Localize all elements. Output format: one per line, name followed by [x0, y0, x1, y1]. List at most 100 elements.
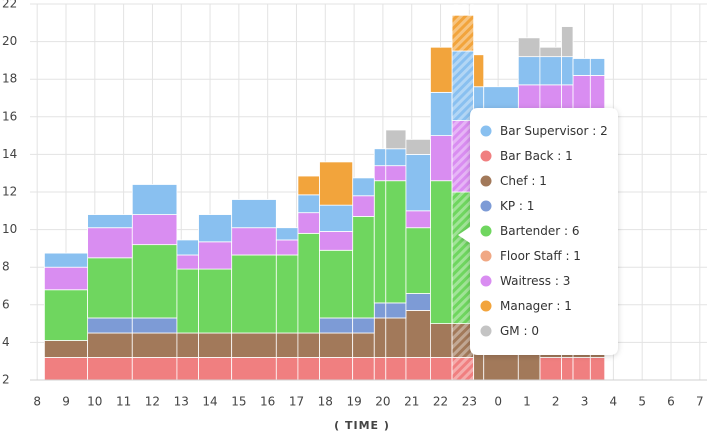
bar-segment	[44, 340, 89, 358]
bar-segment	[373, 165, 387, 182]
bar-segment	[430, 323, 453, 358]
bar-segment	[385, 317, 407, 358]
tooltip-sep: :	[562, 249, 574, 263]
tooltip-name: KP	[500, 199, 515, 213]
bar-segment	[131, 214, 178, 246]
bar-segment	[385, 357, 407, 381]
tooltip-item: Chef : 1	[500, 174, 547, 188]
x-tick-label: 20	[375, 395, 390, 409]
bar-segment	[44, 266, 89, 291]
tooltip-item: KP : 1	[500, 199, 534, 213]
tooltip-value: 3	[563, 274, 571, 288]
bar-segment	[405, 153, 431, 212]
bar-segment	[131, 317, 178, 334]
bar-segment	[561, 56, 574, 86]
bar-segment	[176, 254, 199, 270]
bar-segment	[405, 310, 431, 358]
bar-segment	[198, 241, 233, 270]
bar-segment	[539, 357, 562, 381]
bar-segment	[405, 293, 431, 311]
x-tick-label: 18	[318, 395, 333, 409]
bar-segment	[385, 165, 407, 182]
y-tick-label: 20	[2, 34, 17, 48]
bar-segment	[319, 332, 354, 358]
y-tick-label: 18	[2, 72, 17, 86]
bar-segment	[297, 232, 320, 334]
tooltip-item: Bar Back : 1	[500, 149, 573, 163]
y-tick-label: 2	[2, 373, 10, 387]
bar-segment	[517, 37, 541, 58]
x-tick-label: 4	[610, 395, 618, 409]
hover-highlight	[452, 4, 474, 380]
tooltip-value: 6	[572, 224, 580, 238]
tooltip-dot	[480, 175, 492, 187]
bar-segment	[373, 180, 387, 304]
bar-segment	[275, 357, 299, 381]
bar-segment	[385, 148, 407, 167]
bar-segment	[572, 58, 591, 76]
tooltip-name: Waitress	[500, 274, 551, 288]
bar-segment	[352, 216, 375, 319]
bar-segment	[87, 357, 133, 381]
bar-segment	[87, 227, 133, 259]
x-tick-label: 17	[289, 395, 304, 409]
bar-segment	[44, 289, 89, 341]
bar-segment	[352, 332, 375, 358]
tooltip-item: Waitress : 3	[500, 274, 570, 288]
tooltip-value: 2	[600, 124, 608, 138]
x-tick-label: 16	[260, 395, 275, 409]
tooltip-item: Manager : 1	[500, 299, 572, 313]
bar-segment	[430, 135, 453, 182]
y-tick-label: 12	[2, 185, 17, 199]
bar-segment	[231, 199, 277, 229]
bar-segment	[231, 332, 277, 358]
bar-segment	[198, 268, 233, 334]
bar-segment	[198, 214, 233, 243]
tooltip-sep: :	[588, 124, 600, 138]
tooltip-value: 1	[527, 199, 535, 213]
bar-segment	[176, 357, 199, 381]
bar-segment	[275, 332, 299, 358]
bar-segment	[373, 148, 387, 167]
bar-segment	[297, 332, 320, 358]
x-tick-label: 9	[62, 395, 70, 409]
bar-segment	[430, 357, 453, 381]
tooltip-dot	[480, 275, 492, 287]
tooltip-item: Bartender : 6	[500, 224, 579, 238]
bar-segment	[385, 180, 407, 304]
tooltip-name: Bar Supervisor	[500, 124, 589, 138]
bar-segment	[430, 180, 453, 325]
tooltip-name: Bartender	[500, 224, 560, 238]
tooltip-item: GM : 0	[500, 324, 539, 338]
bar-segment	[198, 357, 233, 381]
bar-segment	[198, 332, 233, 358]
tooltip-dot	[480, 150, 492, 162]
bar-segment	[373, 302, 387, 319]
bar-segment	[297, 212, 320, 234]
tooltip-dot	[480, 200, 492, 212]
tooltip-name: Floor Staff	[500, 249, 562, 263]
x-tick-label: 15	[231, 395, 246, 409]
tooltip-value: 0	[531, 324, 539, 338]
x-tick-label: 23	[462, 395, 477, 409]
bar-segment	[176, 268, 199, 334]
bar-segment	[87, 257, 133, 319]
bar-segment	[352, 177, 375, 197]
bar-segment	[275, 254, 299, 334]
y-tick-label: 22	[2, 0, 17, 11]
x-tick-label: 19	[346, 395, 361, 409]
tooltip-name: Bar Back	[500, 149, 554, 163]
tooltip-name: GM	[500, 324, 520, 338]
y-tick-label: 8	[2, 260, 10, 274]
x-tick-label: 6	[667, 395, 675, 409]
bar-segment	[561, 357, 574, 381]
x-tick-label: 21	[404, 395, 419, 409]
bar-segment	[352, 357, 375, 381]
bar-segment	[87, 214, 133, 229]
tooltip-dot	[480, 125, 492, 137]
x-tick-label: 8	[33, 395, 41, 409]
bar-segment	[405, 138, 431, 155]
bar-segment	[231, 227, 277, 256]
bar-segment	[176, 332, 199, 358]
y-tick-label: 16	[2, 109, 17, 123]
